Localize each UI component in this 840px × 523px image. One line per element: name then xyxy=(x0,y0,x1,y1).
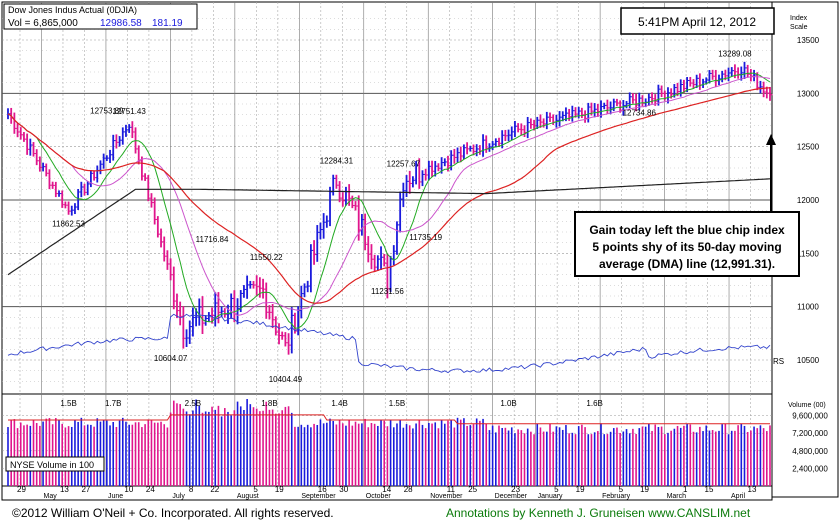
date-tick-label: 5 xyxy=(253,485,258,494)
date-tick-label: 13 xyxy=(60,485,69,494)
date-tick-label: May xyxy=(43,493,57,500)
index-scale-label-1: Index xyxy=(790,15,808,22)
header-box xyxy=(3,3,198,30)
date-tick-label: 11 xyxy=(447,485,456,494)
date-tick-label: January xyxy=(538,493,563,500)
price-annotation-label: 10404.49 xyxy=(269,375,303,384)
date-tick-label: 14 xyxy=(382,485,391,494)
price-annotation-label: 11550.22 xyxy=(250,253,283,262)
date-tick-label: April xyxy=(731,493,745,500)
price-tick-label: 11500 xyxy=(797,249,819,258)
annotation-line-2: 5 points shy of its 50-day moving xyxy=(592,240,781,254)
volume-axis-label: Volume (00) xyxy=(788,402,826,409)
date-tick-label: 8 xyxy=(189,485,194,494)
price-panel xyxy=(1,1,773,395)
date-tick-label: 27 xyxy=(81,485,90,494)
volume-tick-label: 2,400,000 xyxy=(792,464,828,473)
footer-credit: Annotations by Kenneth J. Gruneisen www.… xyxy=(446,506,751,520)
timestamp-box xyxy=(620,7,775,35)
price-annotation-label: 11716.84 xyxy=(196,235,229,244)
volume-tick-label: 4,800,000 xyxy=(792,447,828,456)
change-readout: 181.19 xyxy=(152,18,183,29)
price-tick-label: 12000 xyxy=(797,196,820,205)
price-tick-label: 13000 xyxy=(797,89,820,98)
date-tick-label: 23 xyxy=(511,485,520,494)
date-tick-label: 24 xyxy=(146,485,155,494)
timestamp: 5:41PM April 12, 2012 xyxy=(638,15,756,29)
volume-tick-label: 9,600,000 xyxy=(792,412,828,421)
volume-tick-label: 7,200,000 xyxy=(792,429,828,438)
volume-annotation-label: 1.5B xyxy=(60,399,76,408)
footer-copyright: ©2012 William O'Neil + Co. Incorporated.… xyxy=(12,506,334,520)
annotation-line-3: average (DMA) line (12,991.31). xyxy=(599,257,775,271)
date-tick-label: October xyxy=(366,493,392,500)
ma200-line xyxy=(7,178,771,276)
date-tick-label: September xyxy=(301,493,336,500)
date-tick-label: 16 xyxy=(318,485,327,494)
date-tick-label: 19 xyxy=(275,485,284,494)
moving-average-lines xyxy=(7,72,771,425)
price-annotation-label: 12753.89 xyxy=(90,107,124,116)
date-tick-label: March xyxy=(667,493,687,500)
date-tick-label: 5 xyxy=(619,485,624,494)
date-tick-label: 19 xyxy=(576,485,585,494)
annotation-arrow-head xyxy=(766,134,776,145)
annotation-box xyxy=(574,211,800,277)
price-annotation-label: 12257.67 xyxy=(387,160,421,169)
date-tick-label: 30 xyxy=(339,485,348,494)
volume-annotation-label: 1.5B xyxy=(389,399,405,408)
price-annotation-label: 11231.56 xyxy=(371,287,404,296)
price-annotation-label: 10604.07 xyxy=(154,354,188,363)
date-tick-label: July xyxy=(172,493,185,500)
price-annotation-label: 11735.19 xyxy=(409,233,442,242)
date-tick-label: 19 xyxy=(640,485,649,494)
date-tick-label: November xyxy=(430,493,463,500)
date-tick-label: 22 xyxy=(210,485,219,494)
date-tick-label: February xyxy=(602,493,631,500)
volume-legend-box xyxy=(5,456,105,472)
date-tick-label: 10 xyxy=(124,485,133,494)
price-annotation-label: 11862.53 xyxy=(52,220,85,229)
volume-annotation-label: 1.7B xyxy=(105,399,121,408)
volume-bars xyxy=(7,399,771,486)
price-readout: 12986.58 xyxy=(100,18,142,29)
volume-annotation-label: 1.8B xyxy=(261,399,277,408)
price-tick-label: 10500 xyxy=(797,356,820,365)
volume-legend: NYSE Volume in 100 xyxy=(10,460,94,470)
date-tick-label: 13 xyxy=(748,485,757,494)
date-tick-label: 28 xyxy=(404,485,413,494)
rs-line xyxy=(7,313,771,374)
date-tick-label: 29 xyxy=(17,485,26,494)
grid-lines: 10500 11000 11500 12000 12500 13000 13500 29 May… xyxy=(2,2,828,500)
price-tick-label: 12500 xyxy=(797,143,820,152)
price-bars xyxy=(7,61,773,355)
price-tick-label: 11000 xyxy=(797,303,819,312)
date-tick-label: 25 xyxy=(468,485,477,494)
annotation-line-1: Gain today left the blue chip index xyxy=(589,223,785,237)
index-scale-label-2: Scale xyxy=(790,24,808,31)
price-annotation-label: 13289.08 xyxy=(718,49,752,58)
date-tick-label: 5 xyxy=(554,485,559,494)
volume-annotation-label: 1.4B xyxy=(331,399,347,408)
price-annotation-label: 12751.43 xyxy=(112,107,146,116)
volume-average-line xyxy=(8,414,770,425)
ma50-line xyxy=(7,87,771,304)
volume-annotation-label: 2.5B xyxy=(185,399,201,408)
date-tick-label: 15 xyxy=(705,485,714,494)
rs-label: RS xyxy=(773,357,784,366)
price-annotation-label: 12734.86 xyxy=(623,109,657,118)
price-tick-label: 13500 xyxy=(797,36,820,45)
ma10-line xyxy=(7,72,771,329)
date-tick-label: August xyxy=(237,493,259,500)
volume-readout: Vol = 6,865,000 xyxy=(8,18,78,29)
volume-annotation-label: 1.6B xyxy=(586,399,602,408)
date-tick-label: December xyxy=(495,493,528,500)
chart-title: Dow Jones Indus Actual (0DJIA) xyxy=(8,5,137,15)
price-annotation-label: 12284.31 xyxy=(320,157,354,166)
volume-annotation-label: 1.0B xyxy=(500,399,516,408)
date-tick-label: 1 xyxy=(683,485,688,494)
date-tick-label: June xyxy=(108,493,123,500)
